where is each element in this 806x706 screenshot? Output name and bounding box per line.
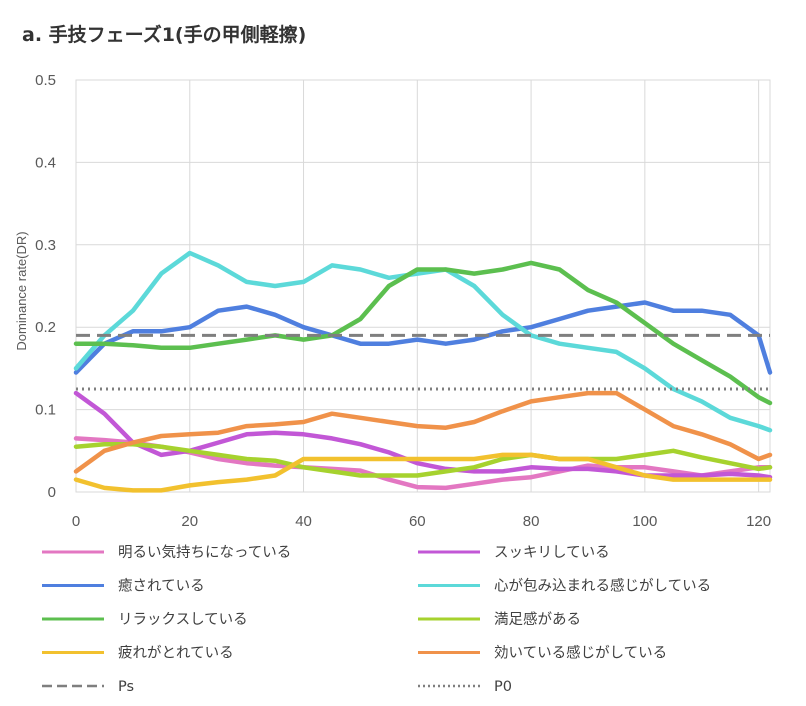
series-line-7 bbox=[73, 452, 773, 493]
x-tick-label: 20 bbox=[181, 513, 198, 530]
y-tick-label: 0 bbox=[48, 484, 56, 501]
series-lines bbox=[73, 250, 773, 493]
x-tick-label: 120 bbox=[746, 513, 771, 530]
x-tick-label: 60 bbox=[409, 513, 426, 530]
series-line-5 bbox=[73, 260, 773, 406]
legend-label-7: 疲れがとれている bbox=[118, 645, 234, 662]
legend-label-6: 満足感がある bbox=[494, 611, 581, 628]
chart-title: a. 手技フェーズ1(手の甲側軽擦) bbox=[22, 24, 307, 46]
series-line-6 bbox=[73, 441, 773, 478]
legend-label-10: P0 bbox=[494, 679, 512, 695]
plot-frame bbox=[75, 79, 771, 493]
legend-label-4: 心が包み込まれる感じがしている bbox=[494, 578, 711, 595]
legend-label-8: 効いている感じがしている bbox=[494, 645, 667, 662]
x-tick-label: 40 bbox=[295, 513, 312, 530]
x-tick-label: 0 bbox=[72, 513, 80, 530]
y-tick-label: 0.2 bbox=[35, 319, 56, 336]
legend-label-9: Ps bbox=[118, 679, 134, 695]
axis-labels: 0 0.1 0.2 0.3 0.4 0.5 0 20 40 60 80 100 120 Dominance… bbox=[14, 72, 771, 530]
series-line-8 bbox=[73, 390, 773, 474]
y-tick-label: 0.3 bbox=[35, 237, 56, 254]
x-tick-label: 80 bbox=[523, 513, 540, 530]
gridlines bbox=[75, 79, 771, 493]
legend-label-2: スッキリしている bbox=[494, 545, 610, 561]
legend-label-1: 明るい気持ちになっている bbox=[118, 544, 291, 561]
x-tick-label: 100 bbox=[632, 513, 657, 530]
y-tick-label: 0.1 bbox=[35, 402, 56, 419]
legend-label-5: リラックスしている bbox=[118, 611, 248, 628]
y-axis-label: Dominance rate(DR) bbox=[14, 231, 29, 350]
series-line-3 bbox=[73, 300, 773, 375]
y-tick-label: 0.4 bbox=[35, 154, 56, 171]
legend-label-3: 癒されている bbox=[118, 578, 205, 595]
y-tick-label: 0.5 bbox=[35, 72, 56, 89]
